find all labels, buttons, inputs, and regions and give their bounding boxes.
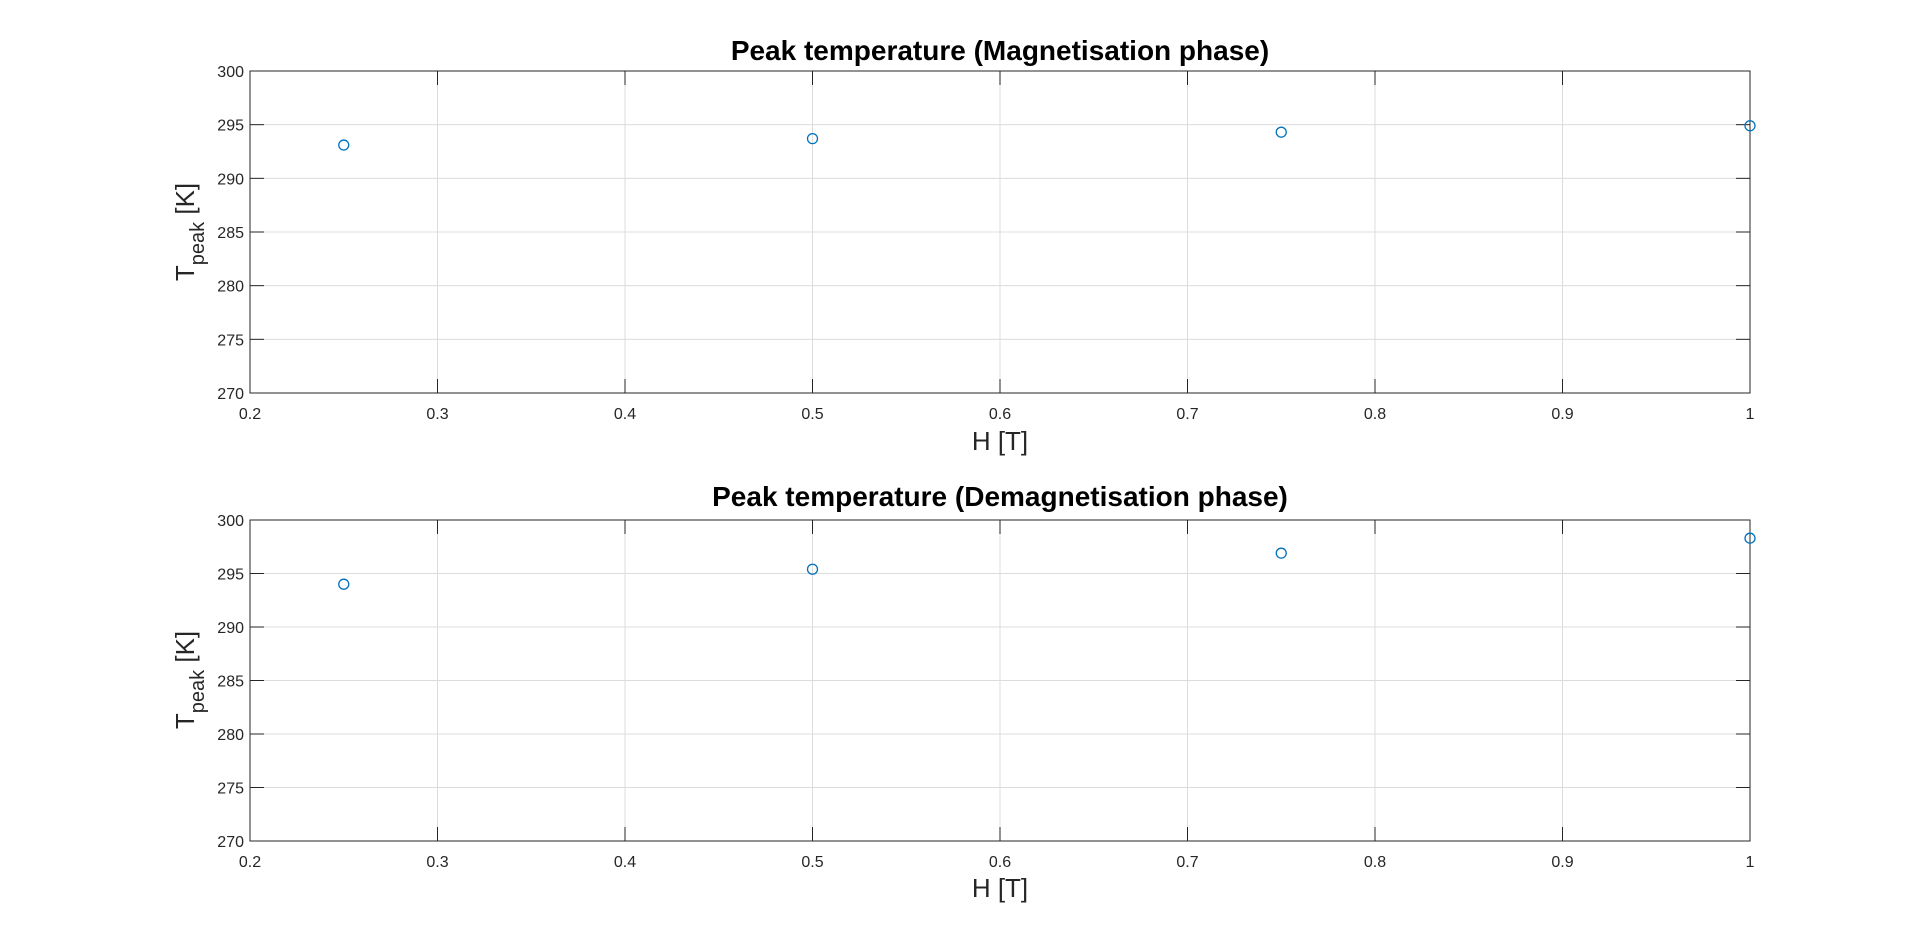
y-axis-label-unit: [K]: [170, 183, 200, 222]
grid: [250, 71, 1750, 393]
x-tick-label: 0.5: [801, 854, 823, 871]
data-point-marker: [1744, 120, 1756, 132]
x-tick-label: 1: [1746, 854, 1755, 871]
y-tick-label: 290: [217, 171, 244, 188]
y-tick-labels: 270 275 280 285 290 295 300: [217, 64, 244, 403]
data-point-marker: [1275, 126, 1287, 138]
data-point-marker: [338, 578, 350, 590]
x-tick-label: 0.3: [426, 854, 448, 871]
data-point-marker: [806, 563, 819, 575]
x-tick-label: 0.2: [239, 406, 261, 423]
tick-marks: [249, 70, 1751, 394]
y-axis-label: Tpeak [K]: [170, 183, 209, 281]
y-tick-label: 280: [217, 727, 244, 744]
data-point-marker: [338, 139, 350, 151]
x-tick-labels: 0.2 0.3 0.4 0.5 0.6 0.7 0.8 0.9 1: [239, 854, 1755, 871]
x-axis-label: H [T]: [972, 426, 1028, 456]
y-tick-labels: 270 275 280 285 290 295 300: [217, 513, 244, 851]
y-tick-label: 300: [217, 64, 244, 81]
subplot-demagnetisation: 0.2 0.3 0.4 0.5 0.6 0.7 0.8 0.9 1 270 275 280 285 29…: [170, 481, 1756, 903]
y-axis-label: Tpeak [K]: [170, 631, 209, 729]
chart-title: Peak temperature (Magnetisation phase): [731, 35, 1269, 66]
x-tick-label: 0.6: [989, 406, 1011, 423]
x-tick-label: 0.9: [1551, 406, 1573, 423]
y-axis-label-unit: [K]: [170, 631, 200, 670]
y-tick-label: 275: [217, 332, 244, 349]
y-tick-label: 285: [217, 225, 244, 242]
data-points: [338, 532, 1756, 590]
x-axis-label: H [T]: [972, 873, 1028, 903]
y-tick-label: 285: [217, 674, 244, 691]
y-tick-label: 290: [217, 620, 244, 637]
data-points: [338, 120, 1756, 151]
y-tick-label: 300: [217, 513, 244, 530]
y-tick-label: 295: [217, 567, 244, 584]
x-tick-label: 0.3: [426, 406, 448, 423]
data-point-marker: [1744, 532, 1756, 544]
x-tick-label: 0.8: [1364, 854, 1386, 871]
x-tick-label: 0.7: [1176, 854, 1198, 871]
y-axis-label-subscript: peak: [187, 669, 209, 713]
y-tick-label: 280: [217, 279, 244, 296]
x-tick-label: 0.6: [989, 854, 1011, 871]
y-tick-label: 270: [217, 834, 244, 851]
subplot-magnetisation: 0.2 0.3 0.4 0.5 0.6 0.7 0.8 0.9 1 270 275 280 285 29…: [170, 35, 1756, 456]
tick-marks: [249, 519, 1751, 842]
chart-title: Peak temperature (Demagnetisation phase): [712, 481, 1288, 512]
x-tick-labels: 0.2 0.3 0.4 0.5 0.6 0.7 0.8 0.9 1: [239, 406, 1755, 423]
grid: [250, 520, 1750, 841]
data-point-marker: [806, 132, 819, 145]
x-tick-label: 0.7: [1176, 406, 1198, 423]
y-tick-label: 295: [217, 118, 244, 135]
x-tick-label: 0.2: [239, 854, 261, 871]
data-point-marker: [1275, 547, 1287, 559]
x-tick-label: 0.4: [614, 854, 636, 871]
y-tick-label: 275: [217, 781, 244, 798]
x-tick-label: 0.4: [614, 406, 636, 423]
y-axis-label-subscript: peak: [187, 221, 209, 265]
y-axis-label-main: T: [170, 713, 200, 729]
y-axis-label-main: T: [170, 265, 200, 281]
x-tick-label: 0.9: [1551, 854, 1573, 871]
x-tick-label: 0.8: [1364, 406, 1386, 423]
y-tick-label: 270: [217, 386, 244, 403]
x-tick-label: 1: [1746, 406, 1755, 423]
x-tick-label: 0.5: [801, 406, 823, 423]
